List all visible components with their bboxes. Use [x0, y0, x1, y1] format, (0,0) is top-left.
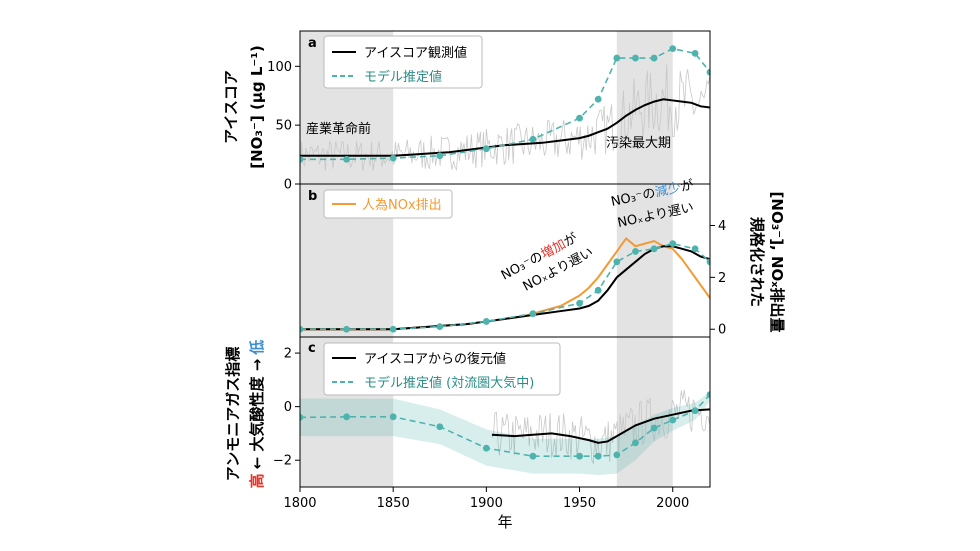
- data-point-b-2-12: [691, 245, 699, 253]
- data-point-c-1-7: [594, 452, 602, 460]
- data-point-c-1-9: [632, 439, 639, 447]
- y-tick-label-c--2: −2: [273, 454, 292, 469]
- panel-c-frame: [299, 336, 711, 488]
- data-point-a-1-1: [343, 155, 350, 163]
- data-point-a-1-11: [669, 45, 677, 53]
- panel-a-label: a: [308, 36, 317, 51]
- legend-c-reconstruction: アイスコアからの復元値: [364, 351, 506, 367]
- preindustrial-label: 産業革命前: [306, 121, 371, 137]
- data-point-c-1-3: [436, 423, 444, 431]
- data-point-c-1-11: [669, 416, 677, 424]
- panel-c-ylabel-line2: 高← 大気酸性度 →低: [248, 340, 266, 489]
- data-point-b-2-0: [300, 325, 304, 333]
- y-tick-label-b-2: 2: [718, 271, 726, 286]
- panel-a-ylabel-line2: [NO₃⁻] (μg L⁻¹): [248, 45, 266, 168]
- data-point-a-1-10: [650, 54, 658, 62]
- series-line-c-0: [491, 408, 710, 444]
- y-tick-label-a-100: 100: [267, 60, 292, 75]
- x-tick-label-1950: 1950: [563, 496, 596, 511]
- series-line-a-1: [300, 47, 710, 161]
- data-point-b-2-6: [576, 299, 583, 307]
- y-tick-label-b-4: 4: [718, 219, 726, 234]
- data-point-b-2-5: [529, 310, 537, 318]
- y-tick-label-c-0: 0: [284, 400, 292, 415]
- data-point-b-2-13: [706, 258, 710, 266]
- panel-a-ylabel-line1: アイスコア: [222, 70, 240, 144]
- x-tick-label-1900: 1900: [470, 496, 503, 511]
- data-point-c-1-2: [389, 413, 397, 421]
- legend-b-box: [323, 189, 453, 219]
- data-point-a-1-8: [613, 54, 621, 62]
- data-point-a-1-9: [632, 54, 639, 62]
- data-point-a-1-12: [691, 49, 699, 57]
- data-point-a-1-0: [300, 155, 304, 163]
- legend-a-box: [323, 35, 483, 89]
- data-point-b-2-10: [650, 245, 658, 253]
- data-point-c-1-5: [529, 452, 537, 460]
- data-point-b-2-1: [343, 325, 350, 333]
- x-tick-label-2000: 2000: [656, 496, 689, 511]
- ticks-layer: 1800 1850 1900 1950 2000 0 50 100 0 2 4 −2 0 2: [267, 60, 726, 511]
- panel-b-ylabel-line1: 規格化された: [748, 217, 766, 307]
- legend-a: アイスコア観測値 モデル推定値: [323, 35, 483, 89]
- data-point-a-1-6: [576, 114, 583, 122]
- data-point-a-1-13: [706, 68, 710, 76]
- data-point-c-1-13: [706, 391, 710, 398]
- series-layer: [300, 45, 710, 460]
- x-tick-label-1850: 1850: [377, 496, 410, 511]
- panel-c-label: c: [308, 341, 316, 356]
- annotation-increase: NO₃⁻の増加が NOₓより遅い: [499, 231, 596, 295]
- y-tick-label-a-0: 0: [284, 178, 292, 193]
- data-point-b-2-11: [669, 240, 677, 248]
- data-point-b-2-8: [613, 258, 621, 266]
- data-point-b-2-4: [482, 318, 490, 325]
- data-point-a-1-5: [529, 135, 537, 143]
- legend-c-model: モデル推定値 (対流圏大気中): [364, 375, 534, 391]
- x-axis-label: 年: [497, 513, 512, 531]
- legend-b: 人為NOx排出: [323, 189, 453, 219]
- x-tick-label-1800: 1800: [283, 496, 316, 511]
- peak-pollution-label: 汚染最大期: [606, 136, 671, 151]
- legend-a-model: モデル推定値: [364, 69, 442, 85]
- panel-b-label: b: [308, 189, 317, 204]
- data-point-a-1-2: [389, 154, 397, 162]
- data-point-b-2-2: [389, 325, 397, 333]
- legend-b-nox: 人為NOx排出: [362, 197, 442, 213]
- data-point-c-1-12: [691, 407, 699, 415]
- data-point-b-2-9: [632, 248, 639, 255]
- legend-c: アイスコアからの復元値 モデル推定値 (対流圏大気中): [323, 342, 561, 396]
- data-point-a-1-7: [594, 95, 602, 103]
- data-point-a-1-3: [436, 152, 444, 160]
- data-point-c-1-8: [613, 451, 621, 459]
- data-point-b-2-7: [594, 286, 602, 294]
- panel-b-ylabel-line2: [NO₃⁻], NOₓ排出量: [768, 192, 786, 333]
- data-point-c-1-1: [343, 413, 350, 421]
- data-point-c-1-10: [650, 424, 658, 432]
- panel-c-ylabel-line1: アンモニアガス指標: [224, 347, 242, 481]
- data-point-c-1-6: [576, 452, 583, 460]
- data-point-b-2-3: [436, 323, 444, 331]
- data-point-c-1-0: [300, 413, 304, 421]
- legend-c-box: [323, 342, 561, 396]
- model-uncertainty-band: [300, 391, 710, 475]
- series-line-c-1: [300, 394, 710, 457]
- data-point-c-1-4: [482, 444, 490, 452]
- data-point-a-1-4: [482, 145, 490, 153]
- y-tick-label-a-50: 50: [275, 119, 292, 134]
- y-tick-label-c-2: 2: [284, 347, 292, 362]
- series-line-a-0: [300, 98, 710, 157]
- legend-a-ice-core: アイスコア観測値: [364, 45, 467, 61]
- preindustrial-shade: [300, 31, 394, 487]
- ice-core-raw-noise-a: [300, 63, 710, 173]
- y-tick-label-b-0: 0: [718, 323, 726, 338]
